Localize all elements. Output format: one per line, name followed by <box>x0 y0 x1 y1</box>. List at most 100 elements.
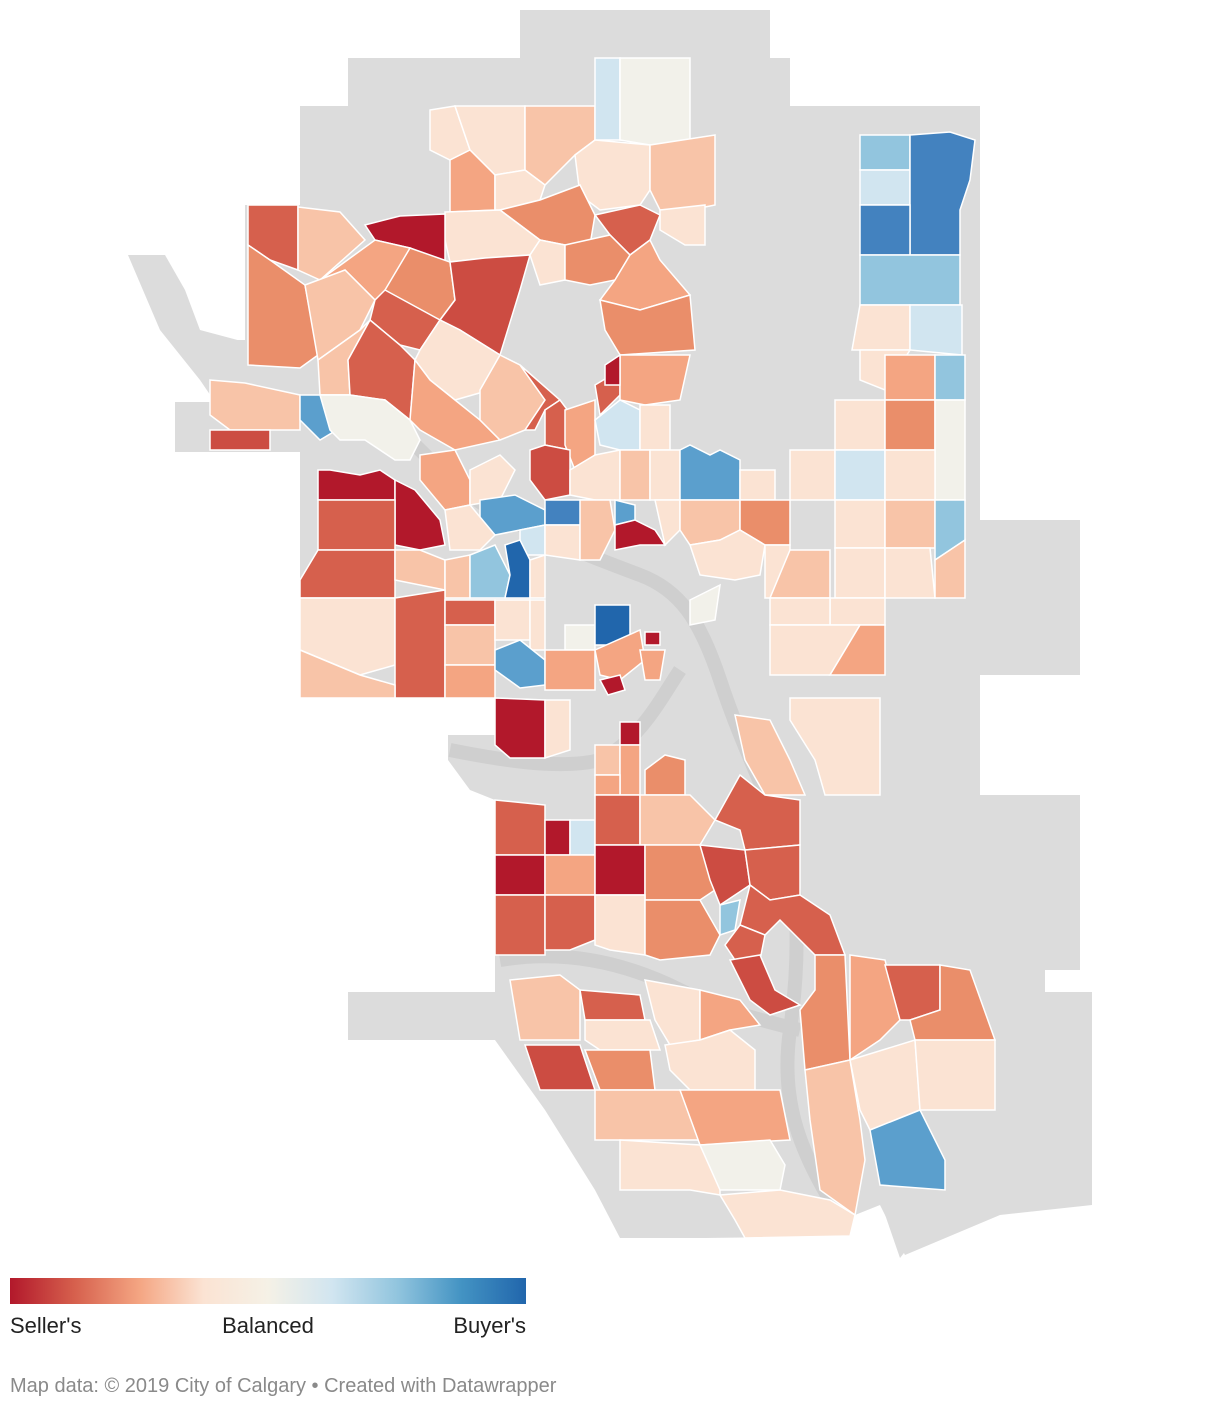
district-137[interactable] <box>869 1109 946 1191</box>
district-158[interactable] <box>884 499 936 549</box>
district-88[interactable] <box>594 628 646 681</box>
district-76[interactable] <box>394 589 446 699</box>
district-106[interactable] <box>494 854 546 896</box>
district-133[interactable] <box>678 1089 791 1146</box>
district-57[interactable] <box>444 504 497 551</box>
district-93[interactable] <box>619 721 641 746</box>
district-95[interactable] <box>619 744 641 796</box>
district-83[interactable] <box>564 624 596 651</box>
district-79[interactable] <box>444 624 496 666</box>
district-94[interactable] <box>594 744 621 776</box>
district-136[interactable] <box>914 1039 996 1111</box>
district-28[interactable] <box>209 429 271 451</box>
district-152[interactable] <box>884 399 936 451</box>
district-162[interactable] <box>934 538 966 599</box>
district-85[interactable] <box>644 631 661 646</box>
district-141[interactable] <box>859 134 911 171</box>
district-102[interactable] <box>569 819 596 856</box>
district-119[interactable] <box>728 954 802 1016</box>
district-66[interactable] <box>299 549 396 599</box>
district-96[interactable] <box>594 774 621 796</box>
district-99[interactable] <box>789 697 881 796</box>
district-43[interactable] <box>469 454 516 506</box>
district-98[interactable] <box>734 714 807 796</box>
district-5[interactable] <box>619 57 691 146</box>
district-164[interactable] <box>769 597 831 626</box>
district-72[interactable] <box>689 529 766 581</box>
district-8[interactable] <box>659 204 706 246</box>
district-49[interactable] <box>649 449 681 501</box>
district-7[interactable] <box>649 134 716 211</box>
district-144[interactable] <box>859 204 911 256</box>
district-90[interactable] <box>598 674 626 696</box>
district-139[interactable] <box>698 1139 786 1191</box>
district-15[interactable] <box>247 204 299 272</box>
district-80[interactable] <box>444 664 496 699</box>
district-150[interactable] <box>934 354 966 401</box>
district-38[interactable] <box>619 354 691 406</box>
district-97[interactable] <box>644 754 686 796</box>
district-160[interactable] <box>834 547 886 599</box>
district-71[interactable] <box>529 553 546 599</box>
district-110[interactable] <box>698 844 751 907</box>
district-75[interactable] <box>299 597 396 676</box>
district-23[interactable] <box>529 239 566 286</box>
district-82[interactable] <box>529 599 546 651</box>
district-163[interactable] <box>829 597 886 626</box>
district-129[interactable] <box>849 954 901 1062</box>
district-147[interactable] <box>909 304 963 356</box>
district-140[interactable] <box>718 1189 856 1239</box>
district-54[interactable] <box>317 499 396 551</box>
district-103[interactable] <box>594 794 641 846</box>
district-87[interactable] <box>544 649 596 691</box>
district-157[interactable] <box>834 499 886 549</box>
district-121[interactable] <box>579 989 646 1021</box>
district-145[interactable] <box>859 254 961 306</box>
southeast-lobe[interactable] <box>880 1200 930 1258</box>
district-142[interactable] <box>859 169 911 206</box>
district-114[interactable] <box>594 894 646 956</box>
district-60[interactable] <box>579 499 616 561</box>
district-92[interactable] <box>544 699 571 760</box>
district-149[interactable] <box>884 354 936 401</box>
district-89[interactable] <box>639 649 666 681</box>
district-126[interactable] <box>699 989 762 1042</box>
district-68[interactable] <box>444 554 471 599</box>
district-78[interactable] <box>444 599 496 626</box>
district-52[interactable] <box>317 469 396 501</box>
district-115[interactable] <box>644 899 721 961</box>
district-26[interactable] <box>599 294 696 356</box>
district-81[interactable] <box>494 599 531 641</box>
district-100[interactable] <box>494 799 546 856</box>
district-4[interactable] <box>594 57 621 141</box>
district-51[interactable] <box>739 469 776 501</box>
district-122[interactable] <box>584 1019 662 1051</box>
district-127[interactable] <box>664 1029 756 1091</box>
district-27[interactable] <box>209 379 301 431</box>
district-108[interactable] <box>594 844 646 896</box>
district-48[interactable] <box>619 449 651 501</box>
district-47[interactable] <box>639 404 671 451</box>
district-101[interactable] <box>544 819 571 856</box>
district-116[interactable] <box>719 898 741 937</box>
district-39[interactable] <box>604 353 621 386</box>
district-154[interactable] <box>789 449 836 501</box>
district-161[interactable] <box>884 547 936 599</box>
district-91[interactable] <box>494 697 546 759</box>
district-20[interactable] <box>304 269 376 362</box>
district-156[interactable] <box>884 449 936 501</box>
west-peninsula[interactable] <box>128 255 245 402</box>
district-113[interactable] <box>544 894 596 951</box>
district-146[interactable] <box>851 304 911 351</box>
district-107[interactable] <box>544 854 596 896</box>
district-59[interactable] <box>544 524 581 561</box>
district-167[interactable] <box>689 583 721 626</box>
district-41[interactable] <box>319 394 421 461</box>
district-151[interactable] <box>834 399 886 451</box>
district-120[interactable] <box>509 974 581 1041</box>
district-155[interactable] <box>834 449 886 501</box>
district-166[interactable] <box>828 624 886 676</box>
district-105[interactable] <box>713 773 801 851</box>
district-104[interactable] <box>639 794 716 846</box>
district-16[interactable] <box>297 206 367 281</box>
